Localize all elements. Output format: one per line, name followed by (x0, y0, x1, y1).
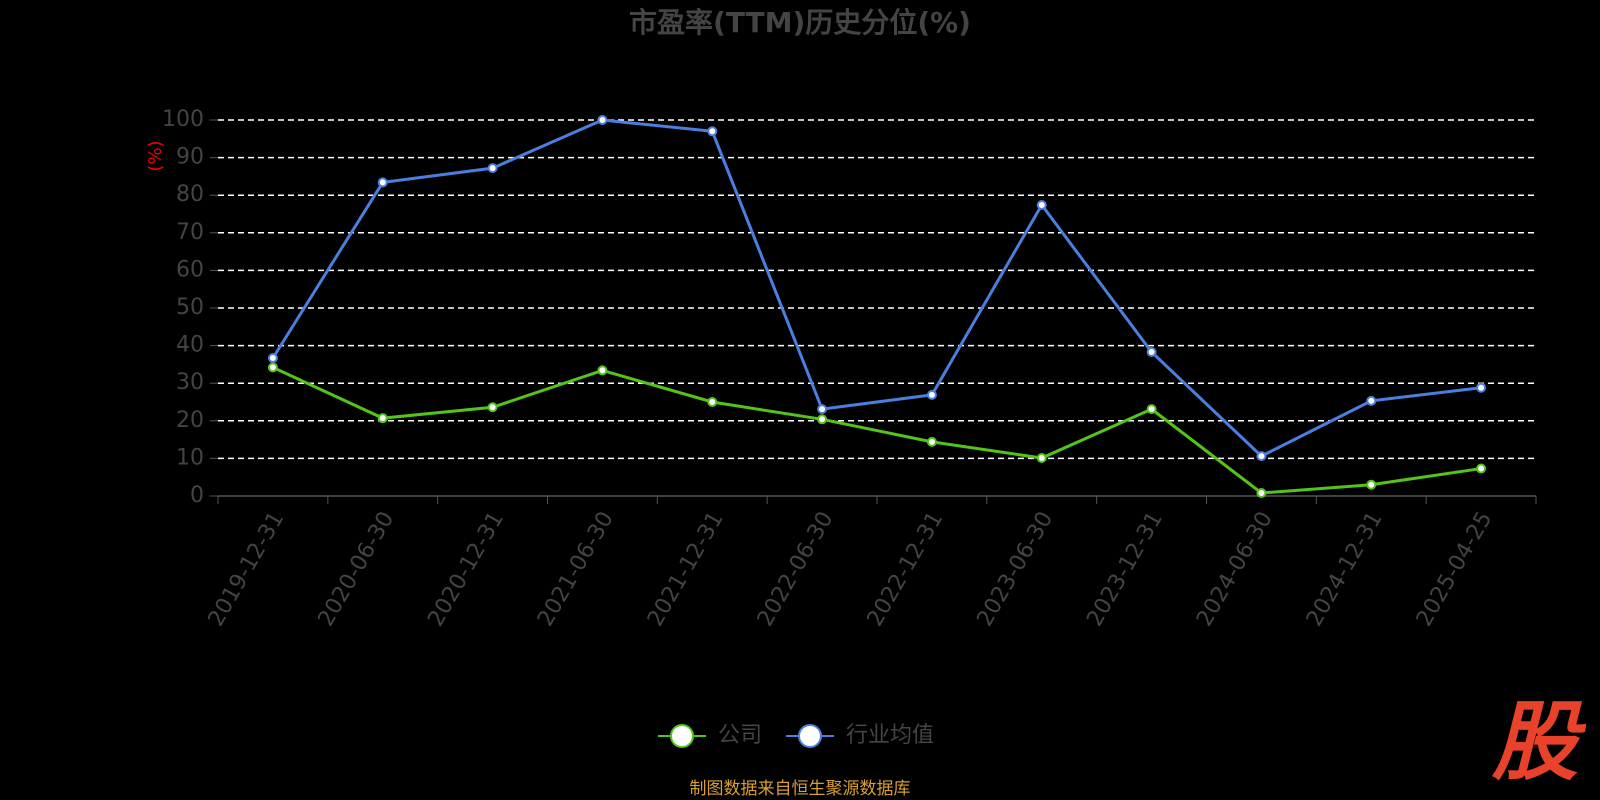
data-point (817, 414, 828, 425)
data-point (1256, 451, 1267, 462)
data-point (926, 389, 937, 400)
data-point (597, 365, 608, 376)
data-point (267, 362, 278, 373)
data-point (1036, 453, 1047, 464)
watermark: 股 (1491, 692, 1587, 792)
data-point (1476, 382, 1487, 393)
y-tick-label: 100 (162, 107, 204, 132)
chart-title: 市盈率(TTM)历史分位(%) (629, 6, 971, 39)
y-tick-label: 40 (176, 333, 204, 358)
data-point (1146, 346, 1157, 357)
y-tick-label: 80 (176, 182, 204, 207)
source-note: 制图数据来自恒生聚源数据库 (690, 779, 911, 799)
data-point (377, 177, 388, 188)
data-point (267, 353, 278, 364)
data-point (1366, 479, 1377, 490)
legend-marker (670, 724, 694, 748)
data-point (707, 126, 718, 137)
data-point (487, 402, 498, 413)
y-tick-label: 0 (190, 483, 204, 508)
data-point (1146, 404, 1157, 415)
series-line (271, 118, 1482, 458)
data-point (487, 163, 498, 174)
y-axis-label: (%) (145, 140, 166, 171)
y-tick-label: 60 (176, 257, 204, 282)
legend-label: 公司 (718, 723, 762, 748)
y-tick-label: 90 (176, 145, 204, 170)
y-tick-label: 70 (176, 220, 204, 245)
data-point (377, 413, 388, 424)
data-point (1366, 395, 1377, 406)
data-point (1256, 487, 1267, 498)
legend-label: 行业均值 (846, 723, 934, 748)
data-point (707, 397, 718, 407)
data-point (597, 115, 608, 125)
y-tick-label: 50 (176, 295, 204, 320)
y-tick-label: 20 (176, 408, 204, 433)
data-point (926, 436, 937, 447)
legend-marker (798, 724, 823, 748)
y-tick-label: 30 (176, 370, 204, 395)
data-point (817, 404, 828, 415)
data-point (1036, 199, 1047, 210)
y-tick-label: 10 (176, 445, 204, 470)
data-point (1476, 463, 1487, 474)
series-line (272, 366, 1482, 495)
